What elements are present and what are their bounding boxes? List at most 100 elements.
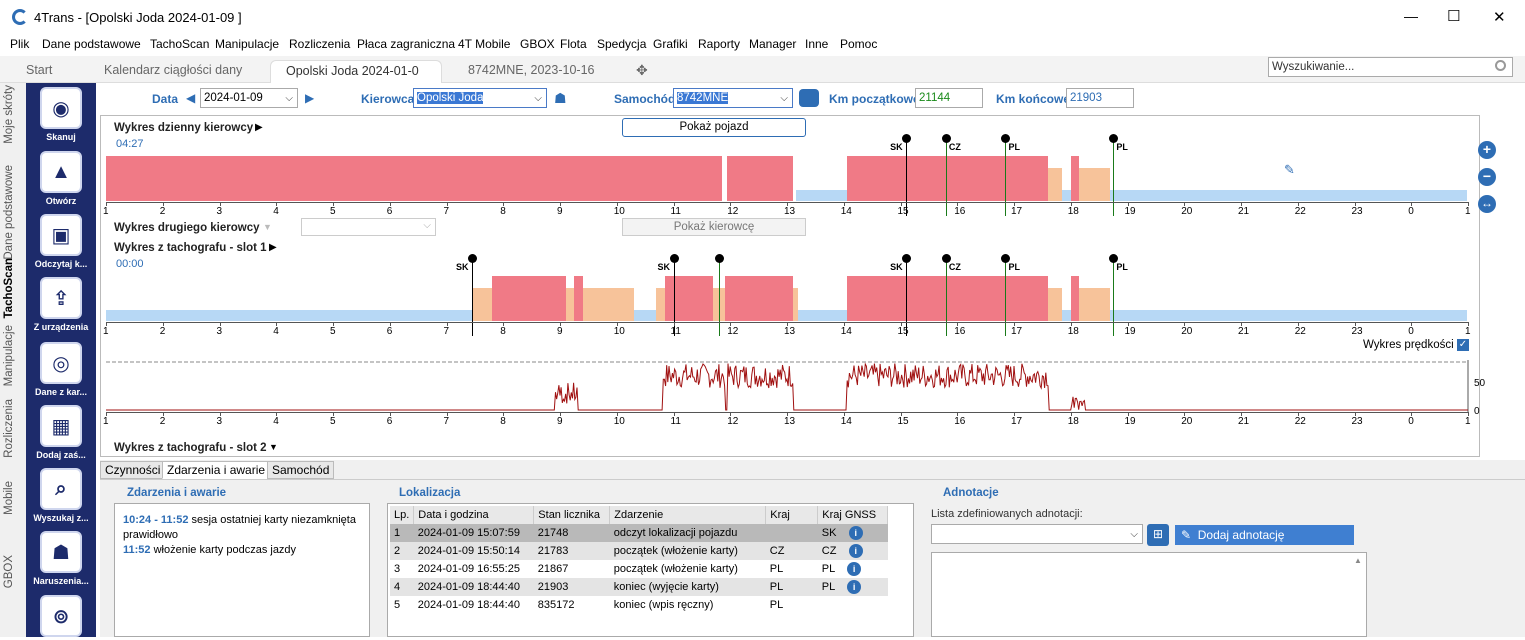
col-country-gnss[interactable]: Kraj GNSS bbox=[817, 506, 889, 524]
menu-item[interactable]: Inne bbox=[805, 37, 829, 51]
info-icon[interactable]: i bbox=[848, 544, 863, 558]
new-tab-icon[interactable]: ✥ bbox=[636, 62, 648, 78]
annotation-manage-icon[interactable]: ⊞ bbox=[1147, 524, 1169, 546]
side-tab-mobile[interactable]: Mobile bbox=[3, 481, 15, 515]
menu-item[interactable]: Manipulacje bbox=[215, 37, 280, 51]
info-icon[interactable]: i bbox=[848, 526, 863, 540]
tool-extra-button[interactable]: ⊚ bbox=[26, 595, 96, 640]
km-end-field[interactable]: 21903 bbox=[1066, 88, 1134, 108]
info-icon[interactable]: i bbox=[847, 562, 862, 576]
add-certificate-button[interactable]: ▦ Dodaj zaś... bbox=[26, 405, 96, 460]
menu-item[interactable]: Manager bbox=[749, 37, 797, 51]
tab-driver-day[interactable]: Opolski Joda 2024-01-0 bbox=[270, 60, 442, 83]
fit-width-icon[interactable]: ↔ bbox=[1478, 195, 1496, 213]
table-header: Lp. Data i godzina Stan licznika Zdarzen… bbox=[390, 506, 889, 524]
maximize-button[interactable]: ☐ bbox=[1447, 8, 1461, 25]
date-field[interactable]: 2024-01-09 ⌵ bbox=[200, 88, 298, 108]
side-tab-manipulations[interactable]: Manipulacje bbox=[3, 325, 15, 387]
speed-chart-checkbox[interactable]: ✓ bbox=[1457, 339, 1469, 351]
location-pin-icon[interactable] bbox=[941, 254, 951, 263]
table-row[interactable]: 4 2024-01-09 18:44:40 21903 koniec (wyjęcie… bbox=[390, 578, 888, 596]
annotation-select[interactable]: ⌵ bbox=[931, 524, 1143, 544]
minimize-button[interactable]: — bbox=[1404, 8, 1418, 24]
location-pin-icon[interactable] bbox=[941, 134, 951, 143]
read-card-button[interactable]: ▣ Odczytaj k... bbox=[26, 214, 96, 269]
menu-item[interactable]: Raporty bbox=[698, 37, 741, 51]
col-lp[interactable]: Lp. bbox=[390, 506, 415, 524]
menu-item[interactable]: Dane podstawowe bbox=[42, 37, 141, 51]
menu-item[interactable]: Plik bbox=[10, 37, 30, 51]
prev-day-icon[interactable]: ◀ bbox=[186, 91, 196, 105]
search-input[interactable]: Wyszukiwanie... bbox=[1268, 57, 1513, 77]
table-row[interactable]: 3 2024-01-09 16:55:25 21867 początek (włoże… bbox=[390, 560, 888, 578]
second-driver-select[interactable]: ⌵ bbox=[301, 218, 436, 236]
km-start-field[interactable]: 21144 bbox=[915, 88, 983, 108]
tab-events[interactable]: Zdarzenia i awarie bbox=[162, 461, 271, 479]
axis-tick-label: 2 bbox=[159, 206, 166, 217]
side-tab-settlements[interactable]: Rozliczenia bbox=[3, 399, 15, 458]
axis-tick-label: 14 bbox=[840, 416, 852, 427]
open-button[interactable]: ▲ Otwórz bbox=[26, 151, 96, 206]
annotation-text-area[interactable] bbox=[931, 552, 1367, 637]
from-device-button[interactable]: ⇪ Z urządzenia bbox=[26, 277, 96, 332]
close-button[interactable]: ✕ bbox=[1493, 9, 1506, 26]
menu-item[interactable]: TachoScan bbox=[150, 37, 210, 51]
tab-vehicle-bottom[interactable]: Samochód bbox=[267, 461, 335, 479]
menu-item[interactable]: Grafiki bbox=[653, 37, 688, 51]
side-tab-shortcuts[interactable]: Moje skróty bbox=[3, 85, 15, 144]
second-driver-chevron-icon[interactable]: ▼ bbox=[263, 222, 272, 232]
expand-arrow-icon[interactable]: ▶ bbox=[255, 122, 263, 133]
col-datetime[interactable]: Data i godzina bbox=[413, 506, 535, 524]
menu-item[interactable]: Flota bbox=[560, 37, 587, 51]
side-tab-basic-data[interactable]: Dane podstawowe bbox=[3, 165, 15, 260]
tab-activities[interactable]: Czynności bbox=[100, 461, 166, 479]
search-icon[interactable] bbox=[1495, 60, 1506, 71]
edit-pencil-icon[interactable]: ✎ bbox=[1284, 162, 1295, 177]
location-pin-icon[interactable] bbox=[468, 254, 478, 263]
next-day-icon[interactable]: ▶ bbox=[305, 91, 315, 105]
location-pin-icon[interactable] bbox=[714, 254, 724, 263]
info-icon[interactable]: i bbox=[847, 580, 862, 594]
axis-tick-mark bbox=[503, 322, 505, 326]
scroll-up-icon[interactable]: ▲ bbox=[1354, 556, 1362, 565]
col-country[interactable]: Kraj bbox=[765, 506, 819, 524]
tab-calendar[interactable]: Kalendarz ciągłości dany bbox=[104, 63, 243, 77]
slot1-arrow-icon[interactable]: ▶ bbox=[269, 242, 277, 253]
card-data-button[interactable]: ◎ Dane z kar... bbox=[26, 342, 96, 397]
menu-item[interactable]: Rozliczenia bbox=[289, 37, 351, 51]
table-row[interactable]: 1 2024-01-09 15:07:59 21748 odczyt lokaliza… bbox=[390, 524, 888, 542]
table-row[interactable]: 5 2024-01-09 18:44:40 835172 koniec (wpis r… bbox=[390, 596, 888, 614]
search-button[interactable]: ⌕ Wyszukaj z... bbox=[26, 468, 96, 523]
bus-icon[interactable] bbox=[799, 89, 819, 107]
zoom-out-icon[interactable]: − bbox=[1478, 168, 1496, 186]
zoom-in-icon[interactable]: + bbox=[1478, 141, 1496, 159]
location-pin-icon[interactable] bbox=[1001, 134, 1011, 143]
menu-item[interactable]: Płaca zagraniczna bbox=[357, 37, 456, 51]
menu-item[interactable]: Spedycja bbox=[597, 37, 647, 51]
menu-item[interactable]: Pomoc bbox=[840, 37, 878, 51]
location-pin-icon[interactable] bbox=[902, 134, 912, 143]
scan-button[interactable]: ◉ Skanuj bbox=[26, 87, 96, 142]
location-pin-icon[interactable] bbox=[1109, 254, 1119, 263]
col-odometer[interactable]: Stan licznika bbox=[533, 506, 611, 524]
side-tab-gbox[interactable]: GBOX bbox=[3, 555, 15, 589]
location-pin-icon[interactable] bbox=[1001, 254, 1011, 263]
add-annotation-button[interactable]: ✎ Dodaj adnotację bbox=[1175, 525, 1354, 545]
driver-select[interactable]: Opolski Joda ⌵ bbox=[413, 88, 547, 108]
side-tab-tachoscan[interactable]: TachoScan bbox=[3, 258, 15, 319]
menu-item[interactable]: 4T Mobile bbox=[458, 37, 511, 51]
vehicle-select[interactable]: 8742MNE ⌵ bbox=[673, 88, 793, 108]
slot2-arrow-icon[interactable]: ▼ bbox=[269, 442, 278, 452]
violations-button[interactable]: ☗ Naruszenia... bbox=[26, 531, 96, 586]
show-vehicle-button[interactable]: Pokaż pojazd bbox=[622, 118, 806, 137]
location-pin-icon[interactable] bbox=[669, 254, 679, 263]
driver-person-icon[interactable]: ☗ bbox=[554, 90, 567, 106]
show-driver-button[interactable]: Pokaż kierowcę bbox=[622, 218, 806, 236]
tab-vehicle[interactable]: 8742MNE, 2023-10-16 bbox=[468, 63, 595, 77]
menu-item[interactable]: GBOX bbox=[520, 37, 555, 51]
tab-start[interactable]: Start bbox=[26, 63, 53, 77]
location-pin-icon[interactable] bbox=[902, 254, 912, 263]
table-row[interactable]: 2 2024-01-09 15:50:14 21783 początek (włoże… bbox=[390, 542, 888, 560]
col-event[interactable]: Zdarzenie bbox=[609, 506, 767, 524]
location-pin-icon[interactable] bbox=[1109, 134, 1119, 143]
